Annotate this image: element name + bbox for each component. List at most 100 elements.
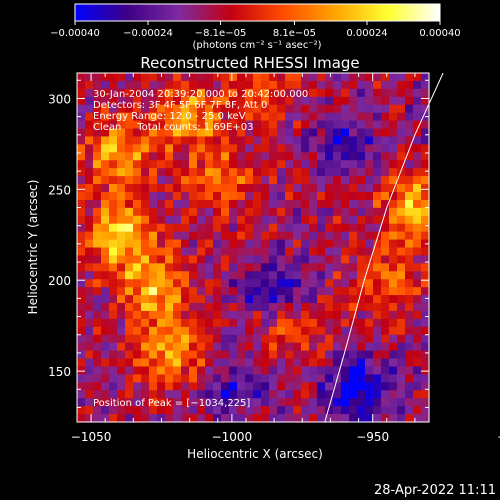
heatmap-cell	[117, 215, 126, 225]
heatmap-cell	[253, 207, 262, 217]
heatmap-cell	[133, 239, 142, 249]
heatmap-cell	[421, 80, 430, 90]
heatmap-cell	[133, 80, 142, 90]
heatmap-cell	[133, 120, 142, 130]
heatmap-cell	[333, 136, 342, 145]
heatmap-cell	[421, 199, 430, 209]
heatmap-cell	[189, 382, 198, 391]
heatmap-cell	[317, 366, 326, 376]
heatmap-cell	[309, 255, 318, 264]
heatmap-cell	[317, 342, 326, 352]
heatmap-cell	[373, 318, 382, 328]
heatmap-cell	[245, 303, 254, 312]
heatmap-cell	[293, 390, 302, 399]
heatmap-cell	[421, 215, 430, 225]
heatmap-cell	[117, 295, 126, 304]
heatmap-cell	[189, 310, 198, 320]
heatmap-cell	[237, 239, 246, 249]
heatmap-cell	[125, 176, 134, 185]
x-tick-label: −900	[497, 430, 500, 444]
heatmap-cell	[133, 366, 142, 376]
heatmap-cell	[101, 231, 110, 241]
heatmap-cell	[181, 271, 190, 280]
heatmap-cell	[109, 255, 118, 264]
heatmap-cell	[157, 382, 166, 391]
heatmap-cell	[101, 112, 110, 122]
heatmap-cell	[317, 184, 326, 193]
solar-limb-line	[324, 72, 444, 423]
annotation-block: 30-Jan-2004 20:39:20.000 to 20:42:00.000…	[93, 89, 308, 133]
heatmap-cell	[309, 326, 318, 336]
heatmap-cell	[173, 120, 182, 130]
heatmap-cell	[85, 104, 94, 114]
heatmap-cell	[213, 310, 222, 320]
heatmap-cell	[181, 231, 190, 241]
heatmap-cell	[365, 414, 374, 423]
heatmap-cell	[277, 231, 286, 241]
heatmap-cell	[245, 239, 254, 249]
heatmap-cell	[157, 184, 166, 193]
heatmap-cell	[149, 223, 158, 233]
heatmap-cell	[141, 342, 150, 352]
heatmap-cell	[213, 96, 222, 106]
heatmap-cell	[277, 263, 286, 272]
heatmap-cell	[285, 303, 294, 312]
heatmap-cell	[397, 144, 406, 153]
heatmap-cell	[93, 271, 102, 280]
heatmap-cell	[141, 390, 150, 399]
heatmap-cell	[117, 136, 126, 145]
heatmap-cell	[261, 176, 270, 185]
heatmap-cell	[269, 326, 278, 336]
heatmap-cell	[173, 382, 182, 391]
heatmap-cell	[405, 128, 414, 138]
heatmap-cell	[277, 128, 286, 138]
heatmap-cell	[405, 366, 414, 376]
heatmap-cell	[109, 112, 118, 122]
heatmap-cell	[333, 160, 342, 169]
heatmap-cell	[173, 152, 182, 161]
heatmap-cell	[173, 136, 182, 145]
heatmap-cell	[109, 136, 118, 145]
heatmap-cell	[261, 326, 270, 336]
heatmap-cell	[133, 287, 142, 296]
heatmap-cell	[237, 342, 246, 352]
heatmap-cell	[173, 374, 182, 383]
heatmap-cell	[389, 303, 398, 312]
heatmap-cell	[157, 199, 166, 209]
heatmap-cell	[389, 414, 398, 423]
heatmap-cell	[373, 303, 382, 312]
heatmap-cell	[357, 160, 366, 169]
heatmap-cell	[157, 96, 166, 106]
heatmap-cell	[413, 271, 422, 280]
heatmap-cell	[357, 199, 366, 209]
heatmap-cell	[117, 303, 126, 312]
heatmap-cell	[285, 414, 294, 423]
heatmap-cell	[277, 358, 286, 368]
heatmap-cell	[141, 144, 150, 153]
heatmap-cell	[173, 184, 182, 193]
heatmap-cell	[101, 128, 110, 138]
heatmap-cell	[93, 310, 102, 320]
heatmap-cell	[357, 73, 366, 82]
heatmap-cell	[141, 120, 150, 130]
heatmap-cell	[261, 80, 270, 90]
heatmap-cell	[293, 223, 302, 233]
heatmap-cell	[237, 120, 246, 130]
heatmap-cell	[277, 374, 286, 383]
heatmap-cell	[373, 279, 382, 288]
heatmap-cell	[349, 247, 358, 257]
heatmap-cell	[301, 136, 310, 145]
heatmap-cell	[149, 255, 158, 264]
heatmap-cell	[301, 414, 310, 423]
heatmap-cell	[133, 382, 142, 391]
heatmap-cell	[253, 374, 262, 383]
heatmap-cell	[101, 191, 110, 201]
heatmap-cell	[245, 199, 254, 209]
heatmap-cell	[109, 104, 118, 114]
heatmap-cell	[413, 160, 422, 169]
heatmap-cell	[413, 231, 422, 241]
heatmap-cell	[389, 255, 398, 264]
heatmap-cell	[397, 96, 406, 106]
heatmap-cell	[197, 398, 206, 407]
